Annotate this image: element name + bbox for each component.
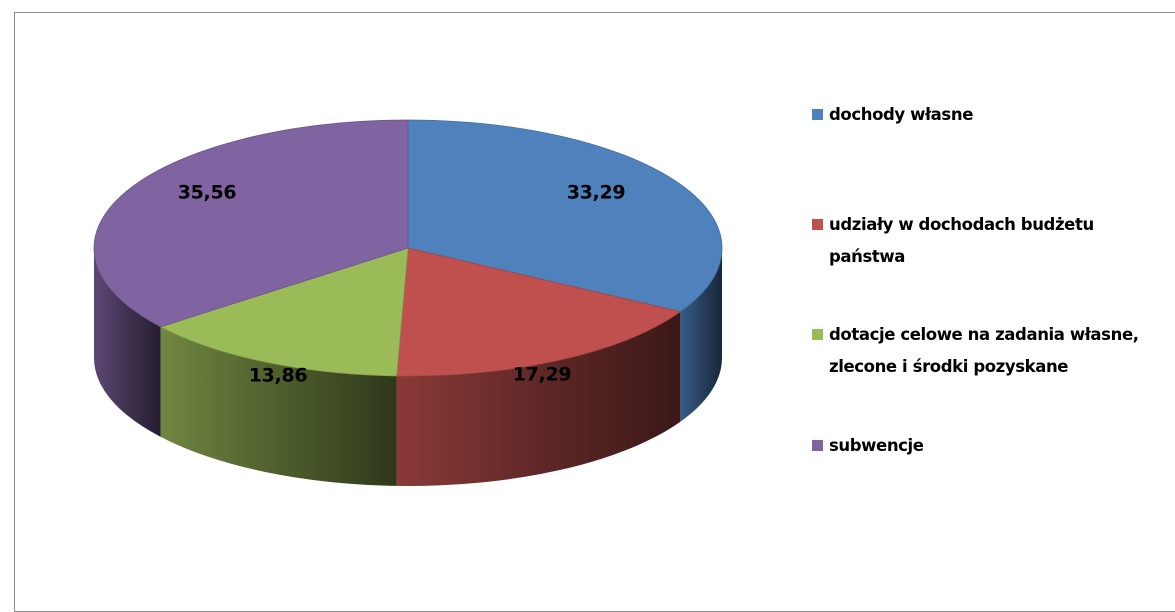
pie-data-labels: 33,29 17,29 13,86 35,56 [178, 182, 626, 387]
pie-side-subwencje [94, 248, 161, 437]
pie-slice-dochody-wlasne [407, 119, 723, 313]
legend-label-udzialy: udziały w dochodach budżetu państwa [829, 215, 1094, 266]
legend-label-dotacje-celowe: dotacje celowe na zadania własne, zlecon… [829, 325, 1139, 376]
pie-side-udzialy [396, 311, 681, 486]
legend-swatch-subwencje [812, 440, 823, 451]
legend-swatch-dotacje-celowe [812, 329, 823, 340]
pie-slice-udzialy [396, 247, 682, 377]
data-label-subwencje: 35,56 [178, 182, 237, 204]
pie-slice-dotacje-celowe [159, 247, 409, 377]
legend-item-dochody-wlasne: dochody własne [812, 99, 1172, 131]
data-label-dotacje-celowe: 13,86 [249, 365, 308, 387]
legend-label-subwencje: subwencje [829, 436, 924, 455]
legend-item-dotacje-celowe: dotacje celowe na zadania własne, zlecon… [812, 319, 1172, 383]
legend-label-dochody-wlasne: dochody własne [829, 105, 973, 124]
pie-side-dochody-wlasne [680, 248, 722, 422]
pie-slice-subwencje [93, 119, 409, 328]
legend-swatch-udzialy [812, 219, 823, 230]
data-label-dochody-wlasne: 33,29 [567, 182, 626, 204]
legend-item-udzialy: udziały w dochodach budżetu państwa [812, 209, 1172, 273]
pie-side-walls [94, 248, 722, 486]
data-label-udzialy: 17,29 [513, 364, 572, 386]
legend-item-subwencje: subwencje [812, 430, 1172, 462]
legend-swatch-dochody-wlasne [812, 109, 823, 120]
pie-side-dotacje-celowe [160, 326, 397, 486]
pie-top-surface [93, 119, 723, 377]
